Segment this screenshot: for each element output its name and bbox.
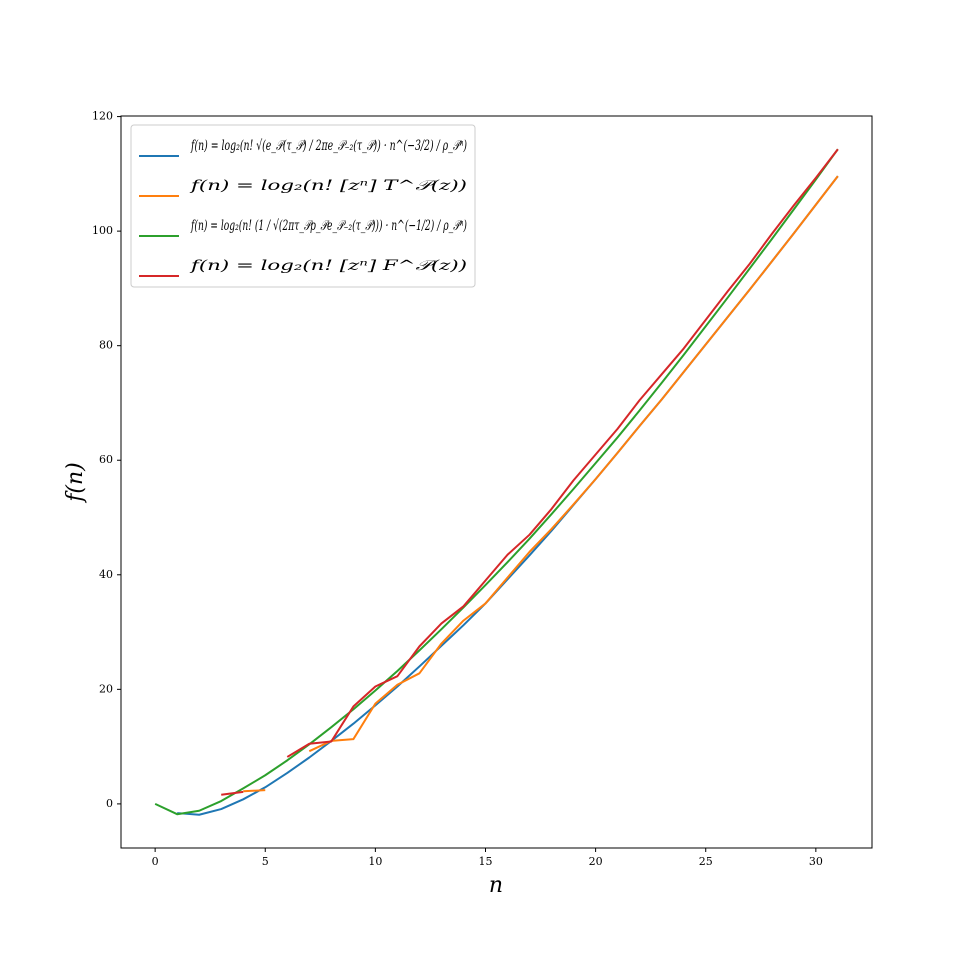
x-tick-label: 25 [699, 855, 713, 868]
y-tick-label: 120 [92, 110, 113, 123]
plot-frame [120, 115, 873, 849]
series-line [243, 175, 839, 793]
x-tick-label: 0 [152, 855, 159, 868]
x-tick-label: 20 [589, 855, 603, 868]
series-line [154, 148, 839, 816]
legend-box [130, 124, 476, 288]
y-tick-label: 20 [99, 682, 113, 695]
x-axis-label: n [489, 873, 503, 898]
series-line [221, 148, 839, 796]
y-tick-label: 0 [106, 797, 113, 810]
x-tick-label: 5 [262, 855, 269, 868]
y-tick-label: 60 [99, 453, 113, 466]
x-tick-label: 30 [809, 855, 823, 868]
legend-label: f(n) = log₂(n! √(e_𝒫(τ_𝒫) / 2πe_𝒫₋₂(τ_𝒫)… [190, 138, 467, 154]
legend: f(n) = log₂(n! √(e_𝒫(τ_𝒫) / 2πe_𝒫₋₂(τ_𝒫)… [130, 124, 476, 288]
y-tick-label: 80 [99, 339, 113, 352]
y-axis-label: f(n) [63, 462, 88, 503]
x-tick-label: 15 [478, 855, 492, 868]
legend-label: f(n) = log₂(n! [zⁿ] F^𝒫(z)) [189, 258, 467, 274]
y-tick-label: 40 [99, 568, 113, 581]
y-tick-label: 100 [92, 224, 113, 237]
legend-label: f(n) = log₂(n! (1 / √(2πτ_𝒫ρ_𝒫e_𝒫₋₂(τ_𝒫)… [190, 218, 467, 234]
legend-label: f(n) = log₂(n! [zⁿ] T^𝒫(z)) [189, 178, 467, 194]
x-tick-label: 10 [368, 855, 382, 868]
